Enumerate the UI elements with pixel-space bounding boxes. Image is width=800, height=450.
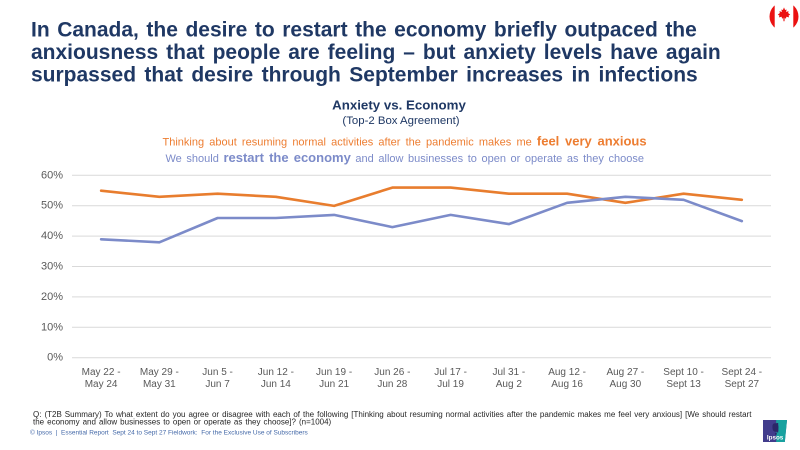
svg-text:Jul 17 -: Jul 17 -	[434, 367, 467, 378]
svg-text:Thinking about resuming normal: Thinking about resuming normal activitie…	[163, 134, 647, 149]
svg-text:(Top-2 Box Agreement): (Top-2 Box Agreement)	[342, 115, 459, 127]
svg-text:Sept 24 -: Sept 24 -	[722, 367, 763, 378]
svg-text:In Canada, the desire to resta: In Canada, the desire to restart the eco…	[31, 18, 697, 41]
svg-text:Sept 10 -: Sept 10 -	[663, 367, 704, 378]
svg-text:May 31: May 31	[143, 379, 176, 390]
svg-text:Jul 19: Jul 19	[437, 379, 464, 390]
svg-text:Aug 12 -: Aug 12 -	[548, 367, 586, 378]
svg-text:Aug 30: Aug 30	[609, 379, 641, 390]
svg-text:We should restart the economy: We should restart the economy and allow …	[166, 150, 644, 165]
svg-text:Jun 19 -: Jun 19 -	[316, 367, 352, 378]
svg-text:surpassed that desire through: surpassed that desire through September …	[31, 63, 698, 86]
svg-text:50%: 50%	[41, 200, 63, 212]
svg-text:Jun 12 -: Jun 12 -	[258, 367, 294, 378]
svg-text:40%: 40%	[41, 230, 63, 242]
svg-text:Jul 31 -: Jul 31 -	[492, 367, 525, 378]
svg-text:anxiousness that people are fe: anxiousness that people are feeling – bu…	[31, 41, 721, 64]
svg-text:Jun 26 -: Jun 26 -	[374, 367, 410, 378]
svg-text:May 22 -: May 22 -	[82, 367, 121, 378]
svg-text:Jun 14: Jun 14	[261, 379, 291, 390]
svg-text:Jun 28: Jun 28	[377, 379, 407, 390]
svg-text:© Ipsos | Essential Report: © Ipsos | Essential Report Sept 24 to Se…	[30, 428, 309, 436]
svg-text:Sept 27: Sept 27	[725, 379, 760, 390]
svg-text:May 24: May 24	[85, 379, 118, 390]
svg-text:30%: 30%	[41, 261, 63, 273]
svg-text:60%: 60%	[41, 169, 63, 181]
svg-text:Aug 27 -: Aug 27 -	[606, 367, 644, 378]
svg-text:Jun 21: Jun 21	[319, 379, 349, 390]
svg-text:the economy and allow business: the economy and allow businesses to open…	[33, 418, 332, 427]
svg-text:Ipsos: Ipsos	[767, 434, 784, 441]
svg-text:Jun 5 -: Jun 5 -	[202, 367, 233, 378]
svg-text:20%: 20%	[41, 291, 63, 303]
svg-text:Anxiety vs. Economy: Anxiety vs. Economy	[332, 98, 466, 113]
svg-text:May 29 -: May 29 -	[140, 367, 179, 378]
svg-text:10%: 10%	[41, 321, 63, 333]
svg-text:Q: (T2B Summary) To what exten: Q: (T2B Summary) To what extent do you a…	[33, 410, 752, 419]
svg-text:Aug 2: Aug 2	[496, 379, 523, 390]
svg-text:Aug 16: Aug 16	[551, 379, 583, 390]
svg-text:0%: 0%	[47, 352, 63, 364]
svg-text:Sept 13: Sept 13	[666, 379, 701, 390]
svg-text:Jun 7: Jun 7	[205, 379, 230, 390]
